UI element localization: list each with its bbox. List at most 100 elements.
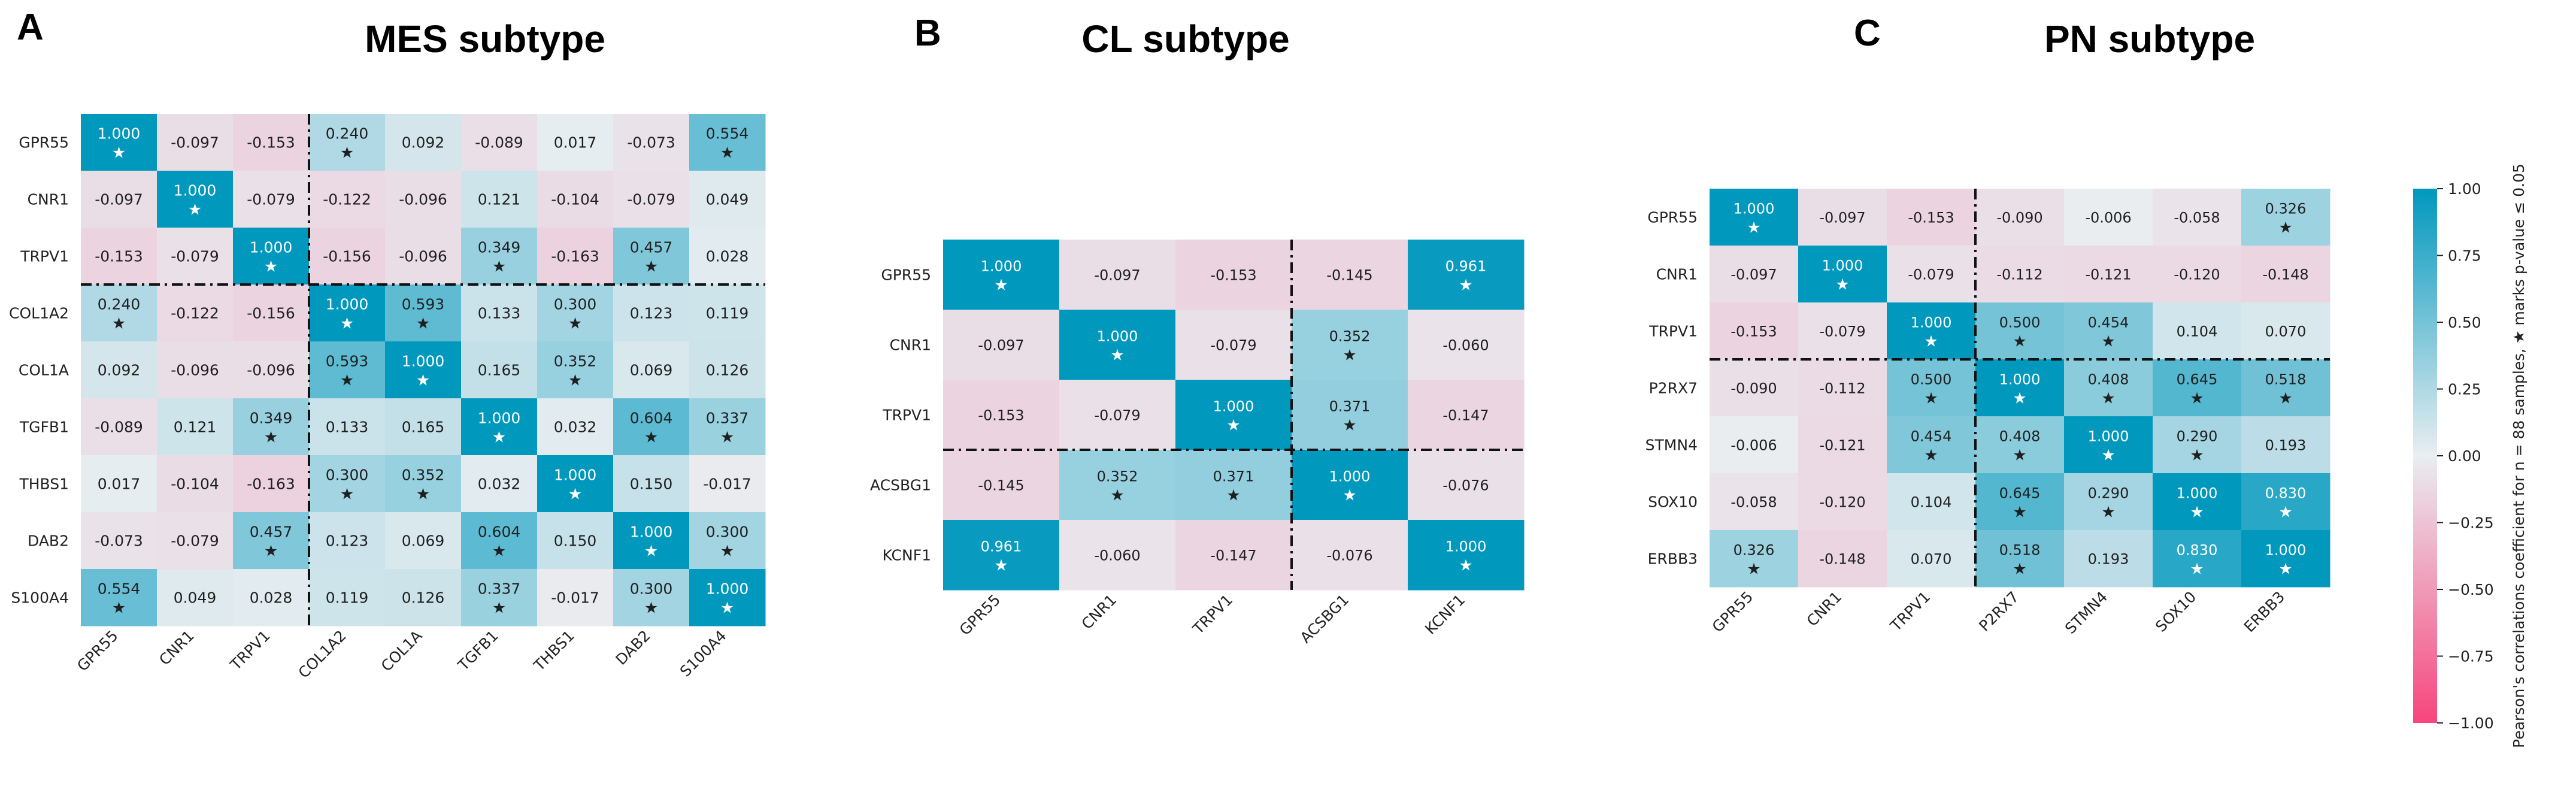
heatmap-cell: [689, 341, 766, 399]
cell-value-label: -0.079: [1819, 323, 1865, 340]
cell-value-label: -0.112: [1996, 267, 2042, 283]
cell-value-label: 0.092: [98, 362, 141, 379]
significance-star: ★: [112, 144, 126, 162]
heatmap-cell: [309, 398, 386, 456]
heatmap-cell: [613, 114, 690, 171]
cell-value-label: 0.830: [2265, 485, 2307, 502]
heatmap-cell: [233, 114, 310, 171]
significance-star: ★: [2013, 390, 2026, 408]
cell-value-label: -0.163: [247, 476, 295, 493]
cell-value-label: -0.156: [323, 248, 371, 265]
heatmap-cell: [1710, 359, 1799, 417]
cell-value-label: 0.457: [250, 523, 293, 541]
heatmap-cell: [613, 171, 690, 228]
heatmap-cell: [1408, 240, 1525, 310]
cell-value-label: 0.554: [98, 580, 141, 598]
cell-value-label: -0.079: [1908, 267, 1954, 283]
heatmap-cell: [2241, 246, 2330, 303]
heatmap-cell: [1887, 473, 1976, 531]
heatmap-cell: [1292, 310, 1408, 380]
cell-value-label: -0.122: [171, 305, 219, 322]
cell-value-label: 0.830: [2177, 542, 2218, 559]
significance-star: ★: [644, 600, 658, 618]
x-tick-label: TGFB1: [454, 627, 501, 674]
cell-value-label: 1.000: [1822, 258, 1863, 274]
cell-value-label: -0.148: [2262, 267, 2308, 283]
heatmap-cell: [1975, 246, 2065, 303]
cell-value-label: 0.457: [630, 239, 673, 256]
cell-value-label: 0.165: [402, 419, 445, 436]
heatmap-cell: [613, 228, 690, 285]
cell-value-label: -0.017: [551, 589, 599, 607]
cell-value-label: 0.349: [250, 410, 293, 427]
cell-value-label: 0.326: [1734, 542, 1775, 559]
cell-value-label: -0.058: [2174, 210, 2220, 226]
cell-value-label: -0.060: [1442, 337, 1489, 354]
cell-value-label: 0.593: [326, 353, 369, 370]
heatmap-cell: [233, 284, 310, 342]
significance-star: ★: [1226, 487, 1240, 505]
panel-letter-b: B: [914, 13, 941, 54]
panel-title-pn: PN subtype: [2044, 17, 2256, 60]
heatmap-cell: [1975, 530, 2065, 588]
significance-star: ★: [1459, 277, 1472, 295]
cell-value-label: -0.145: [1326, 267, 1372, 284]
cell-value-label: 1.000: [1999, 371, 2041, 388]
colorbar-tick-label: 0.25: [2448, 381, 2481, 398]
heatmap-cell: [1798, 473, 1887, 531]
x-tick-label: TRPV1: [1189, 591, 1236, 638]
heatmap-cell: [2153, 473, 2242, 531]
cell-value-label: -0.089: [95, 419, 143, 436]
panel-letter-c: C: [1854, 13, 1881, 54]
heatmap-cell: [689, 455, 766, 513]
cell-value-label: -0.089: [475, 134, 523, 152]
colorbar-tick-label: −1.00: [2448, 715, 2494, 732]
cell-value-label: -0.153: [1731, 323, 1777, 340]
heatmap-cell: [1175, 310, 1292, 380]
heatmap-cell: [81, 341, 157, 399]
heatmap-cell: [537, 455, 614, 513]
cell-value-label: 0.300: [630, 580, 673, 598]
cell-value-label: -0.104: [171, 476, 219, 493]
cell-value-label: 1.000: [1911, 314, 1952, 331]
heatmap-cell: [689, 171, 766, 228]
heatmap-cell: [1887, 246, 1976, 303]
significance-star: ★: [492, 543, 506, 561]
significance-star: ★: [188, 201, 202, 219]
cell-value-label: -0.096: [171, 362, 219, 379]
cell-value-label: 1.000: [326, 296, 369, 313]
cell-value-label: 0.193: [2265, 437, 2307, 454]
heatmap-cell: [1175, 520, 1292, 591]
significance-star: ★: [1747, 561, 1760, 579]
y-tick-label: TRPV1: [1648, 323, 1698, 340]
heatmap-cell: [689, 228, 766, 285]
x-tick-label: TRPV1: [226, 627, 273, 674]
heatmap-cell: [81, 171, 157, 228]
significance-star: ★: [2101, 390, 2115, 408]
cell-value-label: -0.090: [1996, 210, 2042, 226]
cell-value-label: -0.145: [978, 477, 1024, 494]
heatmap-cell: [1710, 473, 1799, 531]
cell-value-label: -0.079: [1094, 407, 1140, 424]
cell-value-label: 0.121: [478, 191, 521, 208]
x-tick-label: S100A4: [677, 627, 730, 680]
significance-star: ★: [1342, 417, 1356, 435]
cell-value-label: 1.000: [1734, 201, 1775, 217]
cell-value-label: 0.193: [2088, 551, 2129, 568]
heatmap-cell: [81, 455, 157, 513]
cell-value-label: 0.300: [326, 467, 369, 484]
cell-value-label: 0.408: [2088, 371, 2129, 388]
cell-value-label: 0.070: [2265, 323, 2307, 340]
y-tick-label: P2RX7: [1649, 380, 1698, 397]
cell-value-label: 1.000: [1213, 398, 1254, 415]
heatmap-cell: [2064, 530, 2153, 588]
cell-value-label: -0.096: [399, 191, 447, 208]
cell-value-label: 0.371: [1213, 468, 1254, 485]
y-tick-label: TGFB1: [19, 419, 69, 436]
y-tick-label: TRPV1: [882, 407, 931, 424]
heatmap-cell: [461, 341, 538, 399]
heatmap-cell: [689, 284, 766, 342]
heatmap-cell: [385, 171, 462, 228]
heatmap-cell: [2153, 416, 2242, 474]
cell-value-label: -0.153: [1210, 267, 1256, 284]
